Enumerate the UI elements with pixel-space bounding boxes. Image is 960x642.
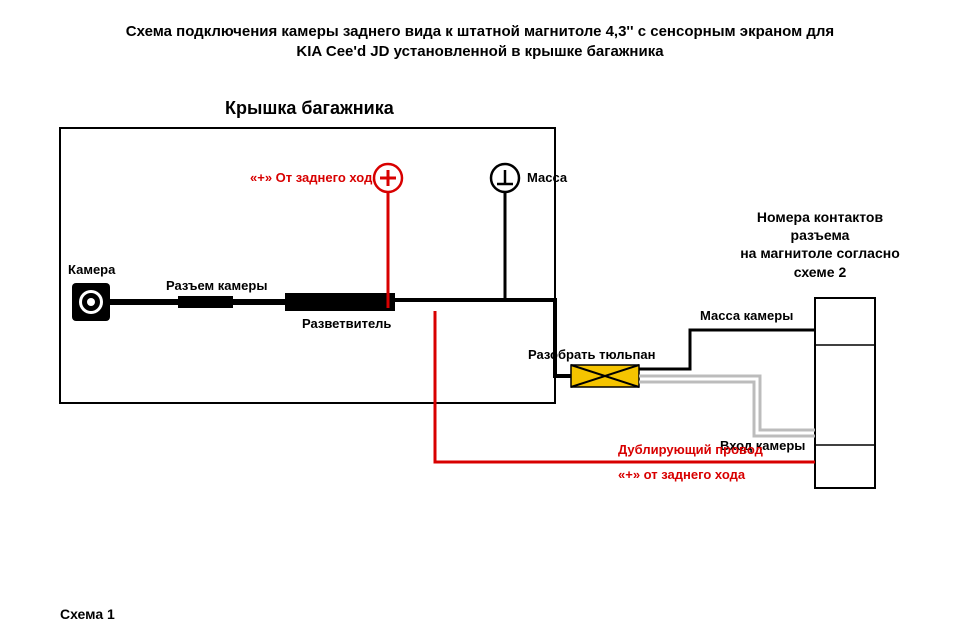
wire-splitter-to-tulip — [395, 300, 571, 376]
ground-terminal-icon — [491, 164, 519, 192]
wiring-svg — [0, 0, 960, 642]
connector-box — [815, 298, 875, 488]
plus-terminal-icon — [374, 164, 402, 192]
tulip-icon — [571, 365, 639, 387]
wire-tulip-to-pin4-b — [639, 382, 815, 436]
camera-icon — [72, 283, 110, 321]
splitter-icon — [285, 293, 395, 311]
wire-tulip-to-pin4-a — [639, 376, 815, 430]
wire-tulip-to-pin3 — [639, 330, 815, 369]
trunk-box — [60, 128, 555, 403]
